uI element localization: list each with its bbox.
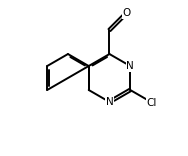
Text: N: N bbox=[126, 61, 134, 71]
Text: Cl: Cl bbox=[147, 98, 157, 108]
Text: O: O bbox=[122, 8, 130, 18]
Text: N: N bbox=[106, 97, 113, 107]
